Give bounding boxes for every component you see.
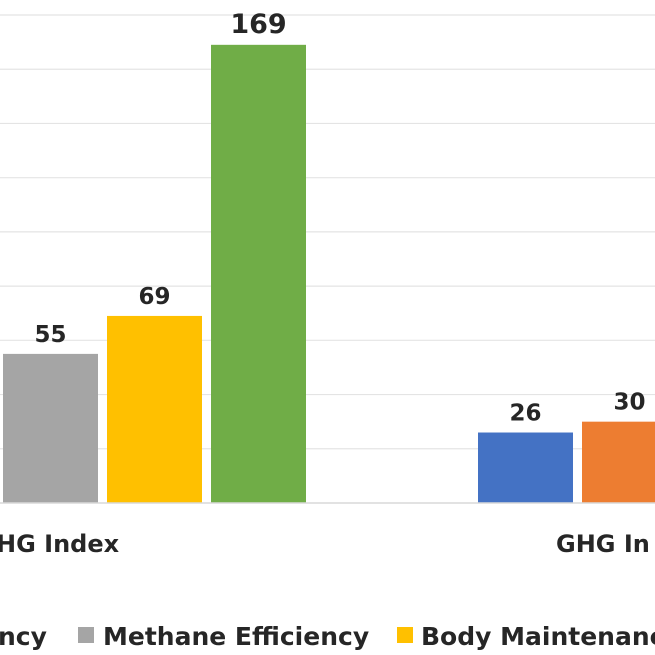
value-label-1-4: 30: [613, 390, 645, 416]
value-label-0-2: 69: [138, 284, 170, 310]
value-label-1-0: 26: [509, 401, 541, 427]
value-label-0-1: 55: [34, 322, 66, 348]
legend-label-body-maintenance: Body Maintenanc: [421, 622, 655, 651]
category-label-ghg-index: HG Index: [0, 530, 120, 558]
legend: ncy Methane Efficiency Body Maintenanc: [0, 622, 655, 651]
bar-0-2: [107, 315, 202, 503]
value-label-0-3: 169: [230, 9, 286, 40]
value-labels: 26 55 69 169 30: [34, 9, 645, 427]
bars: [3, 44, 655, 503]
legend-swatch-methane-efficiency: [78, 627, 94, 643]
bar-0-1: [3, 353, 98, 503]
bar-0-3: [211, 44, 306, 503]
bar-1-4: [582, 421, 655, 503]
category-label-ghg-in: GHG In: [556, 530, 650, 558]
legend-label-efficiency: ncy: [0, 622, 47, 651]
bar-1-0: [478, 432, 573, 503]
gridlines: [0, 14, 655, 450]
legend-swatch-body-maintenance: [397, 627, 413, 643]
legend-label-methane-efficiency: Methane Efficiency: [103, 622, 369, 651]
category-labels: HG Index GHG In: [0, 530, 650, 558]
